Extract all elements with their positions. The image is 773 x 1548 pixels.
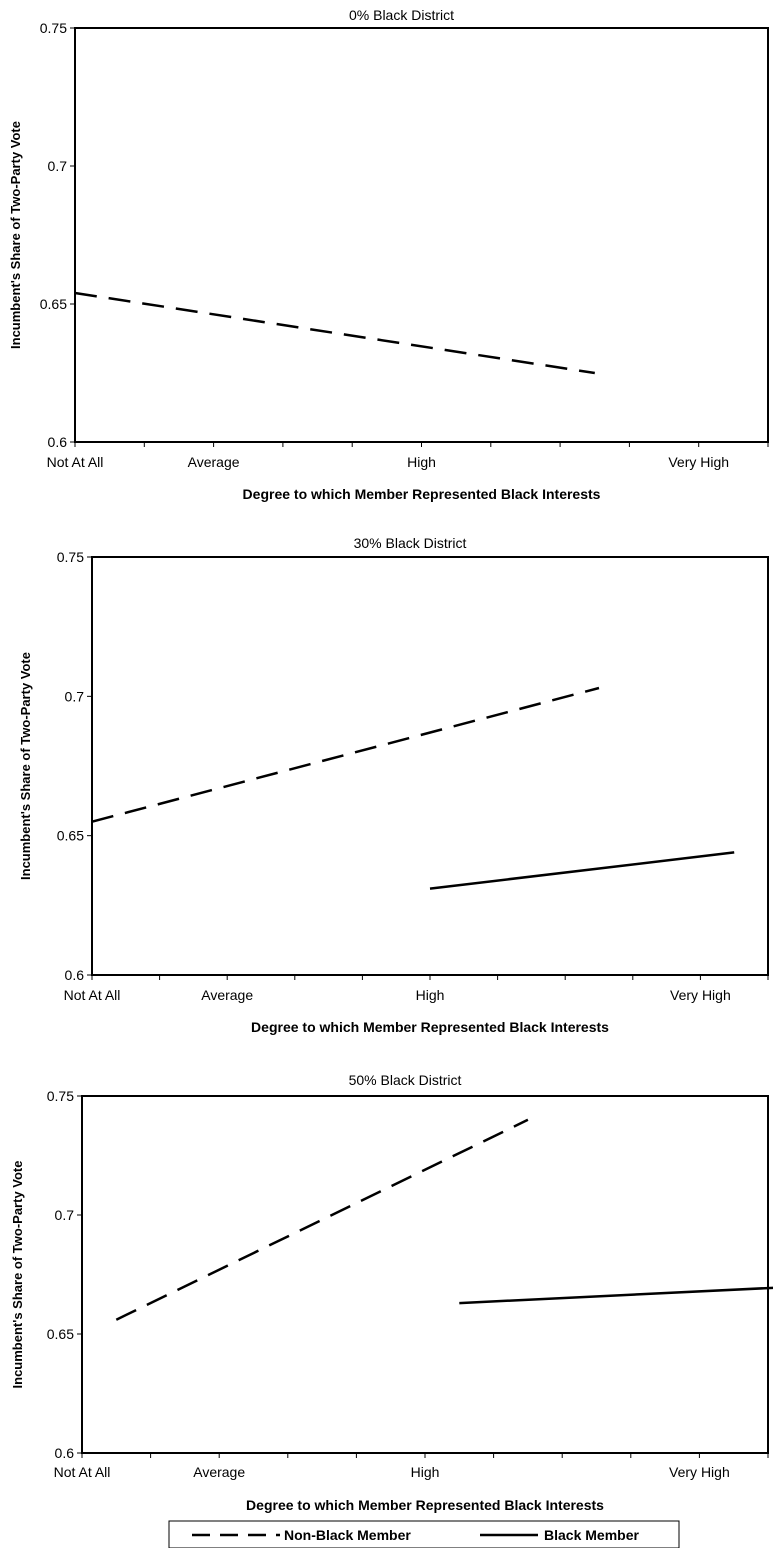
x-tick-label: High — [407, 454, 436, 470]
legend-label-non-black-member: Non-Black Member — [284, 1527, 411, 1543]
series-line-non-black-member — [91, 686, 600, 823]
x-tick-label: High — [416, 987, 445, 1003]
y-tick-label: 0.65 — [47, 1326, 74, 1342]
x-axis-label: Degree to which Member Represented Black… — [246, 1497, 604, 1513]
x-tick-label: Average — [201, 987, 253, 1003]
chart-panel-2: 30% Black District 0.6 0.65 0.7 0.75 Not At A… — [18, 535, 769, 1035]
y-tick-label: 0.65 — [57, 828, 84, 844]
x-tick-label: High — [411, 1464, 440, 1480]
series-line-black-member — [459, 1286, 773, 1305]
y-tick-label: 0.6 — [65, 967, 85, 983]
x-tick-label: Not At All — [47, 454, 104, 470]
x-tick-label: Not At All — [64, 987, 121, 1003]
y-tick-label: 0.6 — [55, 1445, 75, 1461]
series-line-non-black-member — [115, 1118, 529, 1321]
y-axis-label: Incumbent's Share of Two-Party Vote — [18, 652, 33, 880]
plot-frame — [91, 556, 769, 976]
y-tick-label: 0.7 — [48, 158, 68, 174]
y-tick-label: 0.75 — [40, 20, 67, 36]
y-axis-label: Incumbent's Share of Two-Party Vote — [10, 1161, 25, 1389]
chart-title: 50% Black District — [349, 1072, 462, 1088]
y-tick-label: 0.7 — [65, 688, 85, 704]
y-tick-label: 0.6 — [48, 434, 68, 450]
x-tick-label: Not At All — [54, 1464, 111, 1480]
series-line-black-member — [429, 851, 735, 890]
x-tick-label: Very High — [670, 987, 731, 1003]
y-axis-label: Incumbent's Share of Two-Party Vote — [8, 121, 23, 349]
y-tick-label: 0.75 — [47, 1088, 74, 1104]
legend: Non-Black Member Black Member — [168, 1520, 680, 1548]
chart-title: 30% Black District — [354, 535, 467, 551]
x-axis-label: Degree to which Member Represented Black… — [243, 486, 601, 502]
chart-panel-1: 0% Black District 0.6 0.65 0.7 0.75 Not At Al… — [8, 7, 769, 502]
chart-panel-3: 50% Black District 0.6 0.65 0.7 0.75 Not At A… — [10, 1072, 773, 1513]
series-line-non-black-member — [74, 291, 595, 375]
y-tick-label: 0.7 — [55, 1207, 75, 1223]
plot-frame — [74, 27, 769, 443]
x-tick-label: Very High — [668, 454, 729, 470]
plot-frame — [81, 1095, 769, 1454]
x-tick-label: Average — [193, 1464, 245, 1480]
x-tick-label: Average — [188, 454, 240, 470]
y-tick-label: 0.65 — [40, 296, 67, 312]
x-axis-label: Degree to which Member Represented Black… — [251, 1019, 609, 1035]
y-tick-label: 0.75 — [57, 549, 84, 565]
chart-title: 0% Black District — [349, 7, 454, 23]
x-tick-label: Very High — [669, 1464, 730, 1480]
legend-label-black-member: Black Member — [544, 1527, 639, 1543]
